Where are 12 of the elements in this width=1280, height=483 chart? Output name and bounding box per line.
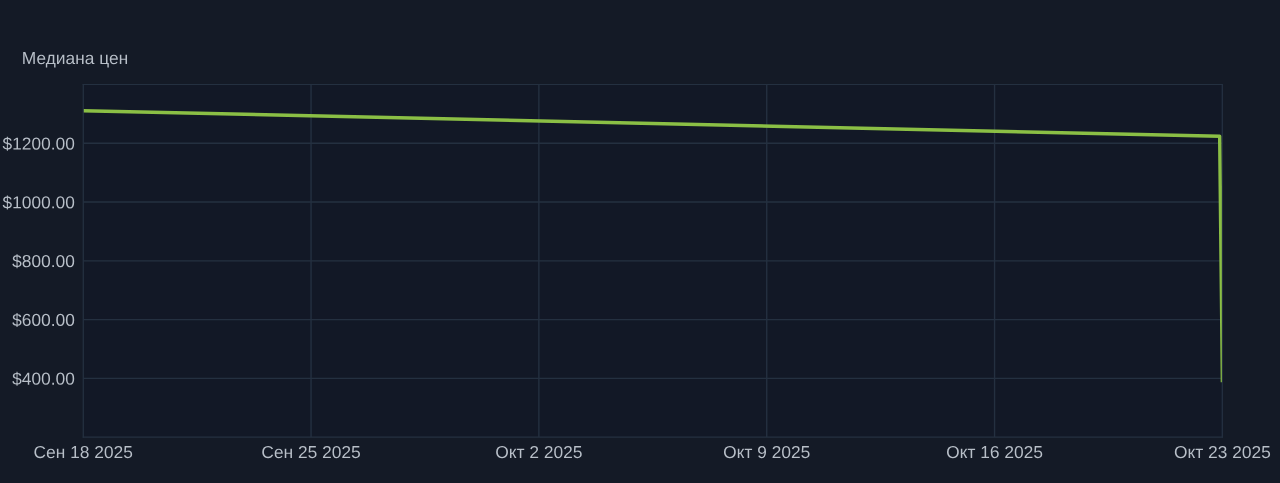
- x-tick-label: Окт 2 2025: [496, 445, 582, 459]
- y-tick-label: $600.00: [12, 313, 75, 328]
- x-tick-label: Сен 25 2025: [262, 445, 360, 459]
- y-tick-label: $400.00: [12, 371, 75, 386]
- chart-title: Медиана цен: [23, 52, 128, 68]
- y-tick-label: $1200.00: [2, 136, 75, 151]
- x-tick-label: Окт 9 2025: [723, 445, 810, 459]
- y-tick-label: $800.00: [12, 254, 75, 269]
- x-tick-label: Окт 16 2025: [946, 445, 1043, 459]
- x-tick-label: Сен 18 2025: [34, 445, 133, 459]
- x-tick-label: Окт 23 2025: [1174, 445, 1271, 459]
- y-tick-label: $1000.00: [2, 195, 75, 210]
